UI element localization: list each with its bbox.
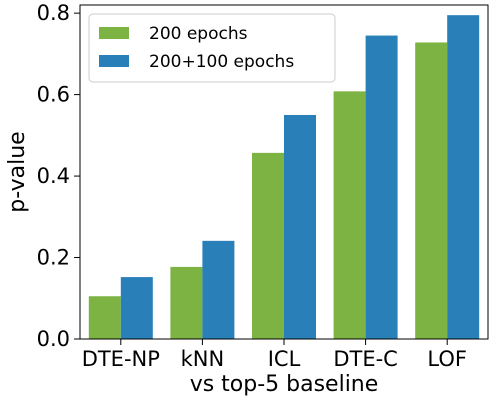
y-tick-label: 0.0	[37, 327, 70, 351]
bar-s2-dte-c	[365, 35, 398, 340]
x-tick-label: DTE-C	[333, 347, 398, 371]
legend-swatch	[99, 27, 129, 39]
bar-s2-icl	[284, 114, 316, 339]
x-tick-label: DTE-NP	[82, 347, 160, 371]
bar-s1-icl	[252, 152, 284, 339]
legend: 200 epochs 200+100 epochs	[88, 13, 336, 83]
y-axis-ticks: 0.0 0.2 0.4 0.6 0.8	[37, 1, 80, 351]
legend-label: 200+100 epochs	[149, 52, 294, 72]
x-tick-label: ICL	[268, 347, 301, 371]
x-tick-label: LOF	[427, 347, 467, 371]
bars-layer	[88, 15, 480, 340]
y-tick-label: 0.2	[37, 246, 70, 270]
legend-box	[88, 13, 336, 83]
bar-s1-dte-c	[333, 91, 366, 339]
bar-s2-knn	[202, 240, 235, 339]
x-axis-ticks: DTE-NP kNN ICL DTE-C LOF	[82, 339, 467, 371]
y-tick-label: 0.8	[37, 1, 70, 25]
legend-label: 200 epochs	[149, 24, 248, 44]
bar-s1-lof	[415, 42, 448, 339]
x-tick-label: kNN	[181, 347, 225, 371]
bar-s2-dte-np	[120, 277, 153, 339]
legend-swatch	[99, 55, 129, 67]
bar-s1-knn	[170, 266, 203, 339]
bar-s2-lof	[447, 15, 480, 340]
y-tick-label: 0.4	[37, 164, 70, 188]
bar-s1-dte-np	[88, 296, 121, 339]
y-axis-label: p-value	[5, 131, 30, 212]
x-axis-label: vs top-5 baseline	[190, 372, 379, 397]
y-tick-label: 0.6	[37, 83, 70, 107]
